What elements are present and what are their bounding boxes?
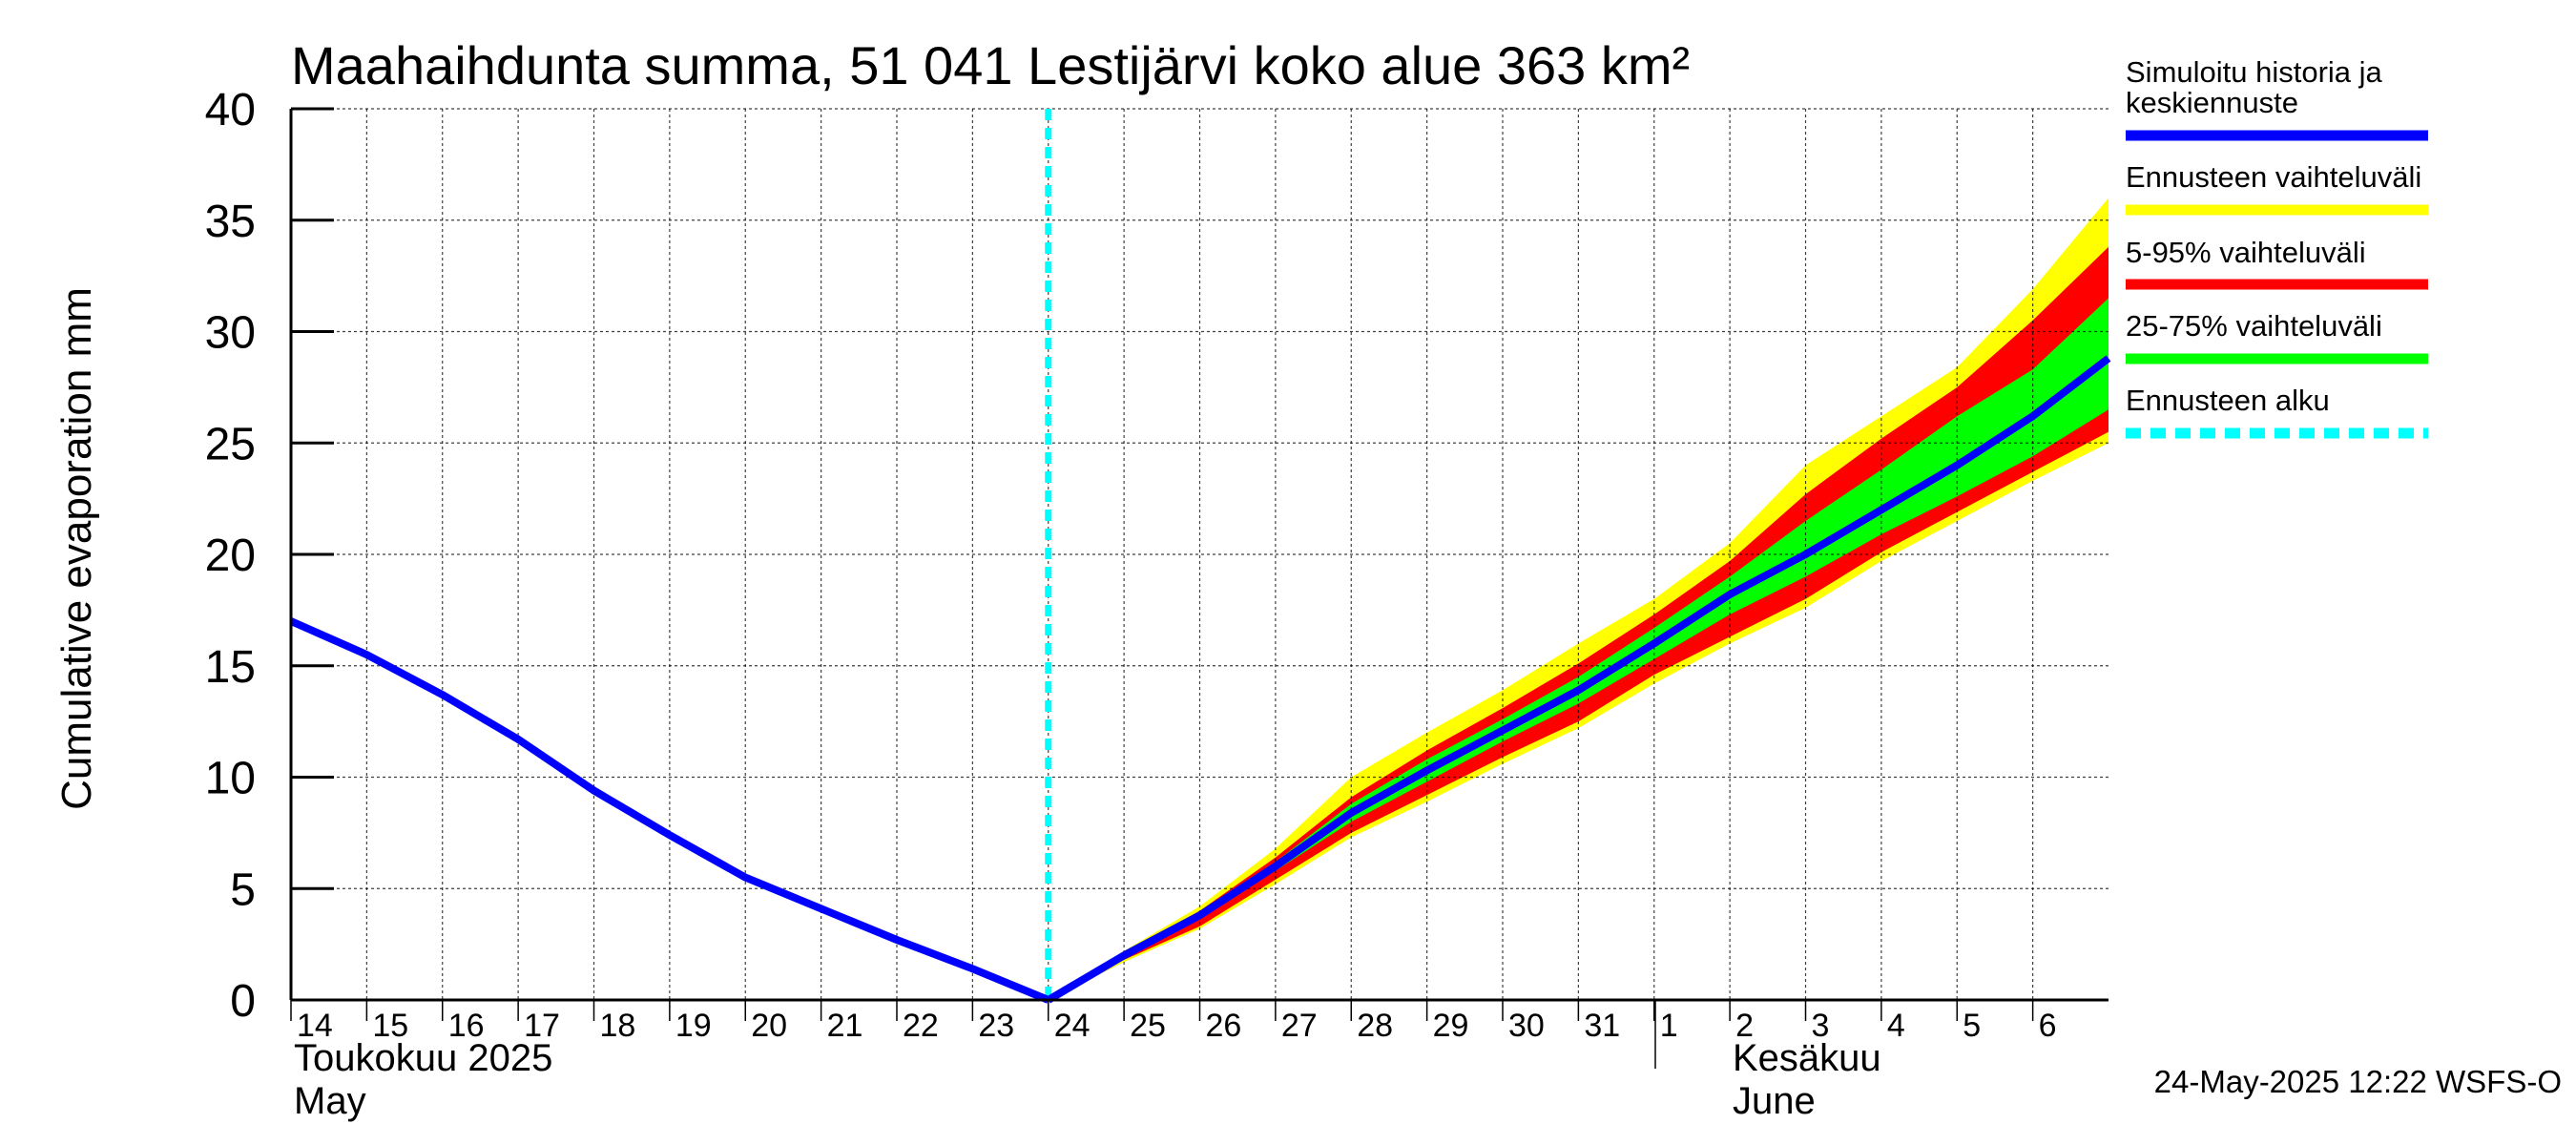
x-tick-label: 16: [448, 1008, 485, 1044]
y-tick-label: 30: [205, 308, 256, 359]
month-label: Kesäkuu: [1733, 1037, 1881, 1079]
chart-title: Maahaihdunta summa, 51 041 Lestijärvi ko…: [291, 35, 1690, 95]
y-tick-label: 20: [205, 531, 256, 581]
forecast-5-95-band: [1048, 246, 2109, 1000]
month-label-english: May: [294, 1080, 366, 1122]
series-lines: [289, 109, 2111, 1004]
x-tick-label: 31: [1584, 1008, 1620, 1044]
x-tick-label: 15: [372, 1008, 408, 1044]
x-tick-label: 21: [827, 1008, 863, 1044]
x-tick-label: 27: [1281, 1008, 1318, 1044]
x-tick-label: 29: [1433, 1008, 1469, 1044]
forecast-bands: [1048, 198, 2109, 1000]
x-tick-label: 20: [751, 1008, 787, 1044]
timestamp-label: 24-May-2025 12:22 WSFS-O: [2154, 1064, 2562, 1099]
x-tick-label: 30: [1508, 1008, 1545, 1044]
legend-label: Simuloitu historia ja: [2126, 55, 2383, 89]
x-tick-label: 4: [1887, 1008, 1905, 1044]
legend-label: 25-75% vaihteluväli: [2126, 309, 2382, 343]
legend-label: keskiennuste: [2126, 86, 2298, 119]
x-tick-label: 6: [2039, 1008, 2057, 1044]
legend-label: 5-95% vaihteluväli: [2126, 236, 2366, 269]
x-tick-label: 3: [1812, 1008, 1830, 1044]
forecast-range-band: [1048, 198, 2109, 1000]
x-tick-label: 14: [297, 1008, 333, 1044]
legend-label: Ennusteen vaihteluväli: [2126, 160, 2421, 194]
median-forecast-line: [1046, 355, 2111, 1004]
y-tick-label: 15: [205, 642, 256, 693]
x-tick-label: 2: [1735, 1008, 1754, 1044]
x-tick-label: 19: [675, 1008, 712, 1044]
x-tick-label: 24: [1054, 1008, 1091, 1044]
history-line: [289, 617, 1050, 1004]
x-tick-label: 1: [1660, 1008, 1678, 1044]
month-label-english: June: [1733, 1080, 1816, 1122]
x-tick-label: 18: [600, 1008, 636, 1044]
month-label: Toukokuu 2025: [294, 1037, 552, 1079]
y-tick-label: 0: [230, 976, 256, 1027]
x-tick-label: 26: [1206, 1008, 1242, 1044]
y-tick-label: 10: [205, 754, 256, 804]
y-tick-label: 5: [230, 864, 256, 915]
x-tick-label: 17: [524, 1008, 560, 1044]
x-tick-label: 22: [903, 1008, 939, 1044]
y-axis-label: Cumulative evaporation mm: [53, 287, 100, 810]
x-tick-label: 5: [1963, 1008, 1981, 1044]
x-tick-label: 23: [978, 1008, 1014, 1044]
y-tick-label: 25: [205, 419, 256, 469]
x-tick-label: 25: [1130, 1008, 1166, 1044]
y-tick-label: 35: [205, 197, 256, 247]
x-tick-label: 28: [1357, 1008, 1393, 1044]
y-tick-label: 40: [205, 85, 256, 135]
legend-label: Ennusteen alku: [2126, 384, 2330, 417]
